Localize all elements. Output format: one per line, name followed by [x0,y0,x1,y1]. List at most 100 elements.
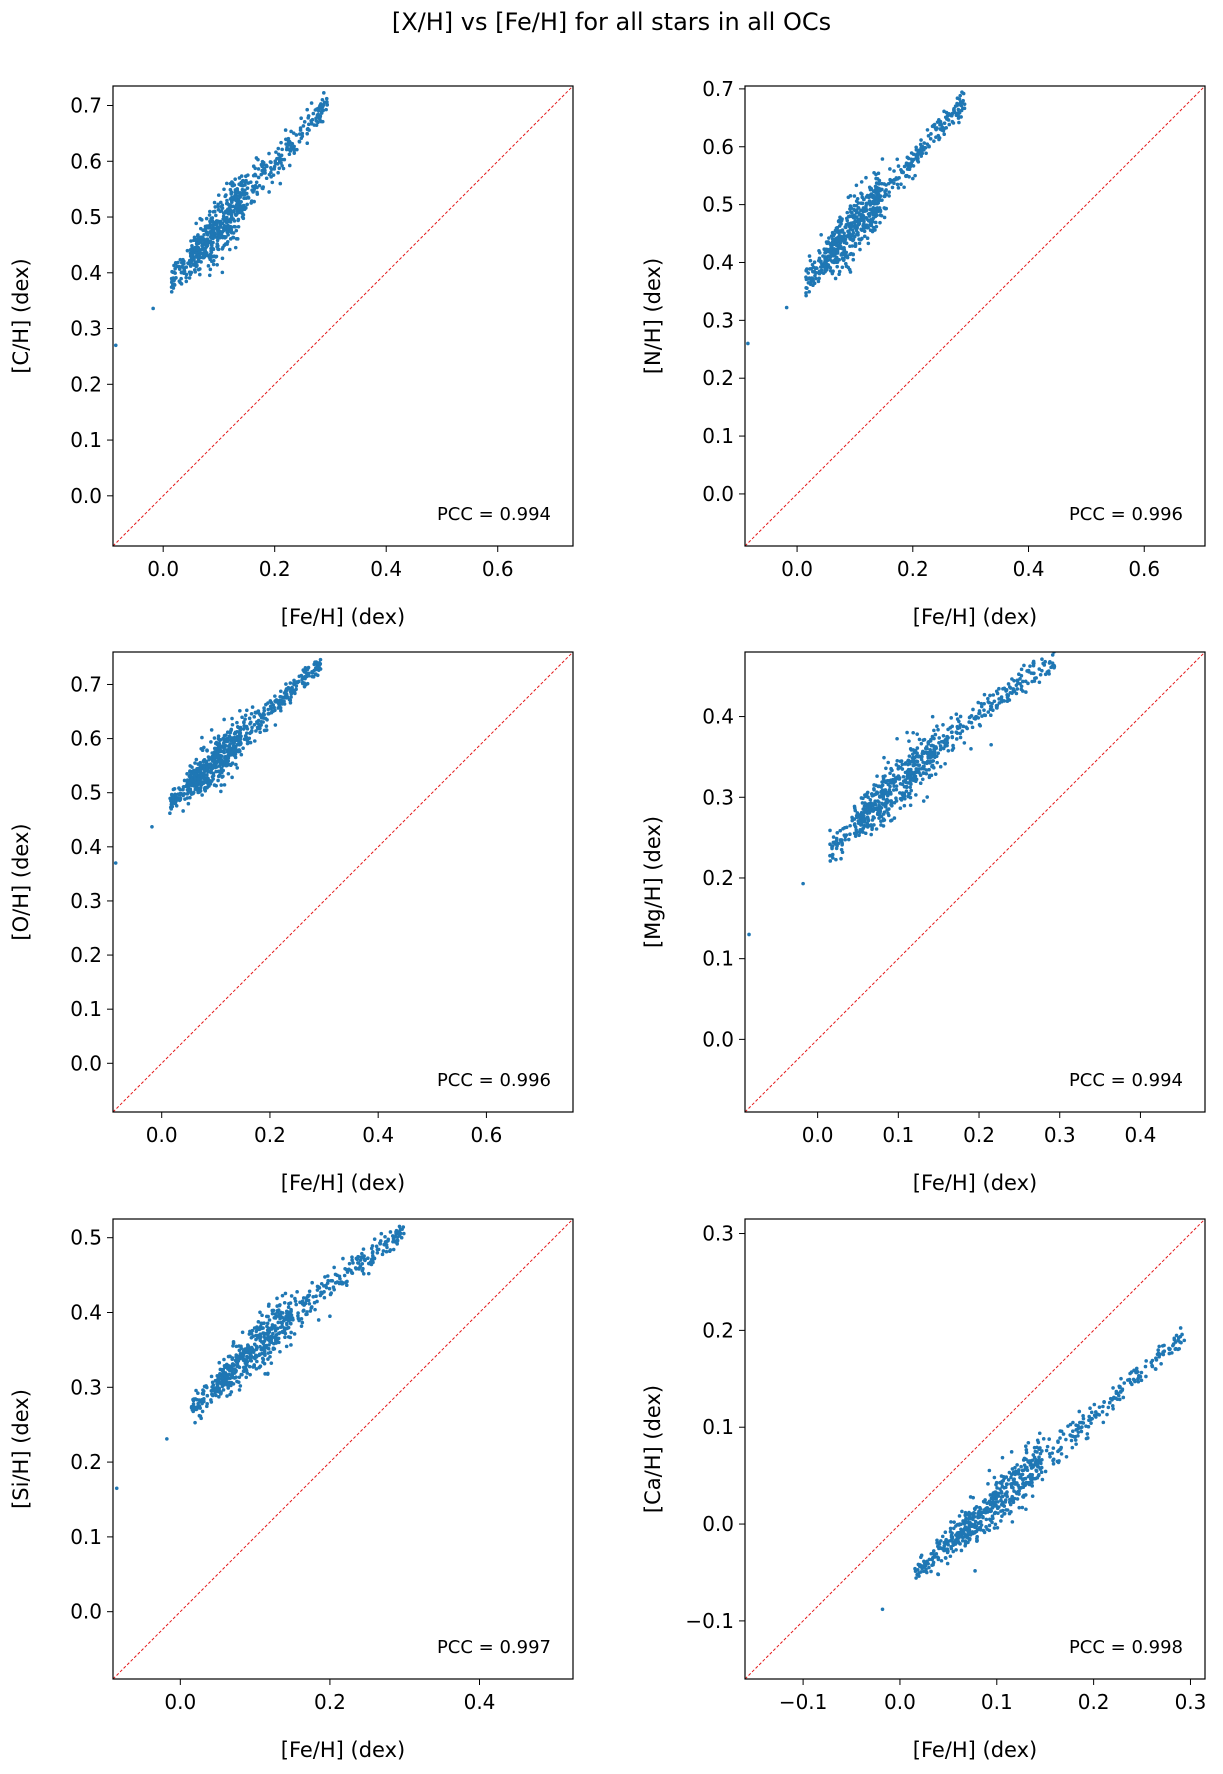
data-point [957,719,961,724]
data-point [234,1344,239,1349]
data-point [277,1303,282,1308]
data-point [812,260,817,264]
data-point [267,151,271,156]
data-point [945,734,950,739]
y-tick-label: 0.3 [70,1375,102,1399]
data-point [1084,1436,1089,1441]
data-point [926,134,931,138]
data-point [287,697,292,702]
data-point [983,713,988,718]
data-point [967,1517,972,1521]
data-point [241,216,246,221]
data-point [857,212,862,217]
data-point [848,233,853,238]
data-point [324,1285,329,1290]
axes-frame [112,651,574,1113]
y-tick-label: 0.0 [70,1051,102,1075]
data-point [939,739,944,744]
data-point [258,1332,263,1337]
data-point [914,1576,918,1580]
data-point [267,1343,271,1347]
data-point [866,816,870,821]
data-point [261,160,266,165]
data-point [272,1347,277,1351]
data-point [871,803,875,808]
data-point [361,1271,366,1276]
data-point [225,730,230,734]
data-point [872,195,877,200]
data-point [210,1393,215,1398]
data-point [988,1509,992,1513]
data-point [936,1556,941,1560]
data-point [999,1519,1003,1523]
data-point [849,210,853,214]
data-point [223,756,227,760]
data-point [235,203,240,208]
data-point [982,1530,987,1535]
data-point [926,740,931,745]
data-point [878,794,883,799]
data-point [191,1397,195,1402]
y-tick-label: 0.2 [70,1450,102,1474]
data-point [1047,672,1051,676]
data-point [854,831,858,836]
data-point [361,1247,366,1251]
data-point [210,259,214,264]
data-point [862,816,866,821]
data-point [249,720,253,725]
data-point [865,791,869,796]
data-point [299,1324,304,1328]
pcc-annotation: PCC = 0.994 [437,504,551,525]
data-point [973,1569,977,1573]
data-point [186,801,191,806]
data-point [974,1525,978,1530]
data-point [844,241,849,246]
data-point [294,133,299,137]
data-point [877,178,882,183]
data-point [249,728,254,733]
data-point [203,224,208,229]
data-point [950,1531,954,1535]
data-point [214,740,219,745]
data-point [844,216,849,221]
outlier-point [165,1437,169,1441]
data-point [918,781,923,785]
data-point [236,224,241,229]
data-point [204,1384,208,1388]
data-point [262,708,267,713]
x-tick-label: 0.0 [147,557,179,581]
data-point [279,708,283,713]
data-point [216,1378,221,1382]
data-point [182,778,187,783]
data-point [1117,1385,1122,1390]
data-point [982,701,986,706]
data-point [939,745,943,749]
axes-frame [112,85,574,547]
data-point [215,1374,220,1378]
outlier-point [910,176,915,181]
data-point [874,827,879,831]
data-point [823,257,828,261]
data-point [182,261,186,266]
data-point [225,198,229,203]
data-point [381,1249,386,1253]
data-point [253,166,257,171]
x-axis-label: [Fe/H] (dex) [281,605,405,629]
data-point [1034,676,1038,680]
data-point [1080,1425,1084,1429]
outlier-point [113,861,118,865]
data-point [233,195,238,200]
data-point [230,230,234,235]
data-point [1122,1381,1127,1385]
data-point [395,1239,400,1243]
data-point [241,727,246,731]
data-point [234,198,238,203]
data-point [1136,1379,1141,1384]
data-point [1032,1445,1037,1450]
data-point [318,657,323,662]
data-point [262,1347,266,1352]
data-point [1156,1348,1161,1352]
data-point [938,127,942,131]
data-point [280,702,284,706]
data-point [233,1358,238,1363]
